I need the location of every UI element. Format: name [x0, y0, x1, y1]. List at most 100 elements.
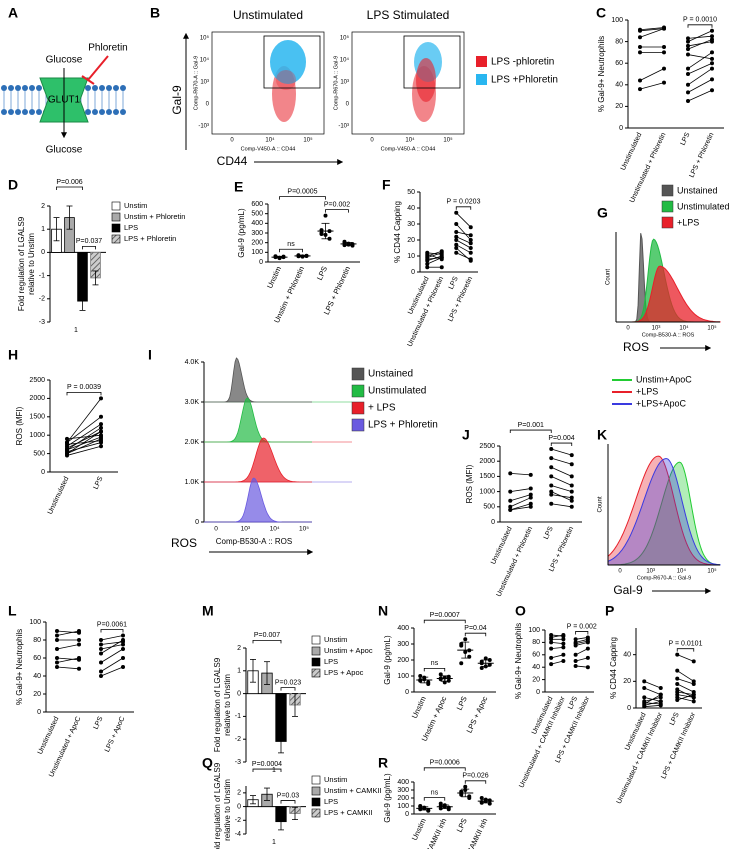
pair-line	[551, 485, 572, 492]
annotation: P=0.006	[56, 179, 82, 186]
legend-swatch	[111, 201, 121, 211]
pair-line	[687, 39, 713, 50]
data-point	[425, 258, 430, 263]
pair-line	[66, 427, 102, 451]
pair-line	[66, 398, 102, 443]
data-point	[549, 501, 554, 506]
annotation: P = 0.002	[567, 623, 597, 630]
annotation: ns	[287, 241, 295, 248]
data-point	[65, 447, 69, 452]
y-tick-label: 2000	[479, 458, 495, 465]
y-tick-label: 2	[237, 790, 241, 797]
lipid-head	[120, 109, 126, 115]
pair-line	[100, 639, 124, 654]
panel-label: H	[8, 347, 18, 363]
x-tick-label: LPS	[448, 275, 460, 290]
x-tick-label: LPS	[93, 715, 105, 730]
data-point	[686, 90, 690, 95]
panel-label: G	[597, 205, 608, 221]
data-point	[710, 77, 714, 82]
pair-line	[644, 702, 661, 705]
data-point	[99, 674, 103, 678]
y-tick-label: 0	[405, 811, 409, 818]
panel-label: L	[8, 603, 17, 619]
annotation: P = 0.0203	[447, 199, 481, 206]
annotation: P=0.0004	[252, 761, 282, 768]
data-point	[77, 666, 81, 671]
y-tick-label: 200	[251, 240, 263, 247]
data-point	[686, 72, 690, 76]
lipid-head	[92, 109, 98, 115]
data-point	[99, 435, 103, 440]
legend-swatch	[311, 657, 321, 667]
data-point	[642, 700, 647, 705]
gate	[263, 35, 321, 89]
y-tick-label: -1	[235, 713, 241, 720]
pair-line	[66, 431, 102, 454]
data-point	[662, 80, 666, 85]
data-point	[549, 640, 554, 645]
significance-bracket	[455, 206, 472, 210]
y-tick-label: 40	[532, 664, 540, 671]
data-point	[99, 638, 103, 642]
y-axis-label: % Gal-9+ Neutrophils	[15, 629, 24, 705]
data-point	[508, 507, 513, 512]
annotation: P=0.04	[464, 625, 486, 632]
legend-swatch	[351, 367, 365, 381]
y-tick-label: 100	[611, 17, 623, 24]
pair-line	[551, 634, 564, 637]
data-point	[638, 50, 642, 55]
x-tick-label: LPS + Apoc	[465, 695, 490, 735]
x-tick-label: LPS	[455, 695, 469, 712]
legend-swatch	[311, 635, 321, 645]
data-point	[691, 659, 696, 664]
data-point	[549, 655, 554, 660]
data-point	[479, 659, 484, 664]
data-point	[675, 676, 680, 681]
y-tick-label: -2	[235, 736, 241, 743]
pair-line	[687, 89, 713, 102]
legend-label: Unstimulated	[368, 386, 426, 397]
y-tick-label: 0	[627, 705, 631, 712]
y-tick-label: 2500	[479, 443, 495, 450]
legend-label: +LPS	[636, 386, 658, 396]
pair-line	[687, 41, 713, 47]
data-point	[686, 52, 690, 57]
data-point	[99, 396, 103, 401]
data-point	[319, 231, 324, 236]
y-tick-label: -1	[39, 272, 45, 279]
y-tick-label: 400	[397, 625, 409, 632]
data-point	[710, 37, 714, 42]
data-point	[573, 659, 578, 663]
significance-bracket	[423, 619, 466, 624]
data-point	[675, 652, 680, 657]
data-point	[55, 647, 59, 651]
annotation: P=0.037	[76, 238, 102, 245]
significance-bracket	[66, 392, 102, 396]
data-point	[573, 663, 578, 668]
y-axis-label: % Gal-9+ Neutrophils	[514, 623, 523, 699]
y-tick-label: 2500	[29, 377, 45, 384]
data-point	[77, 629, 81, 633]
pair-line	[639, 27, 665, 31]
lipid-head	[113, 85, 119, 91]
pair-line	[510, 494, 531, 502]
pair-line	[639, 68, 665, 81]
data-point	[446, 678, 451, 683]
pair-line	[639, 82, 665, 90]
pair-line	[551, 646, 564, 649]
pair-line	[56, 657, 80, 661]
data-point	[121, 647, 125, 651]
significance-bracket	[687, 24, 713, 28]
channel-label: Comp-B530-A :: ROS	[642, 332, 695, 338]
data-point	[638, 45, 642, 49]
channel-label: Comp-B530-A :: ROS	[216, 537, 292, 546]
data-point	[675, 682, 680, 686]
lipid-head	[1, 85, 7, 91]
y-tick-label: 40	[623, 652, 631, 659]
pair-line	[551, 634, 564, 638]
data-point	[710, 66, 714, 71]
y-tick-label: 400	[251, 220, 263, 227]
y-tick-label: 200	[397, 657, 409, 664]
